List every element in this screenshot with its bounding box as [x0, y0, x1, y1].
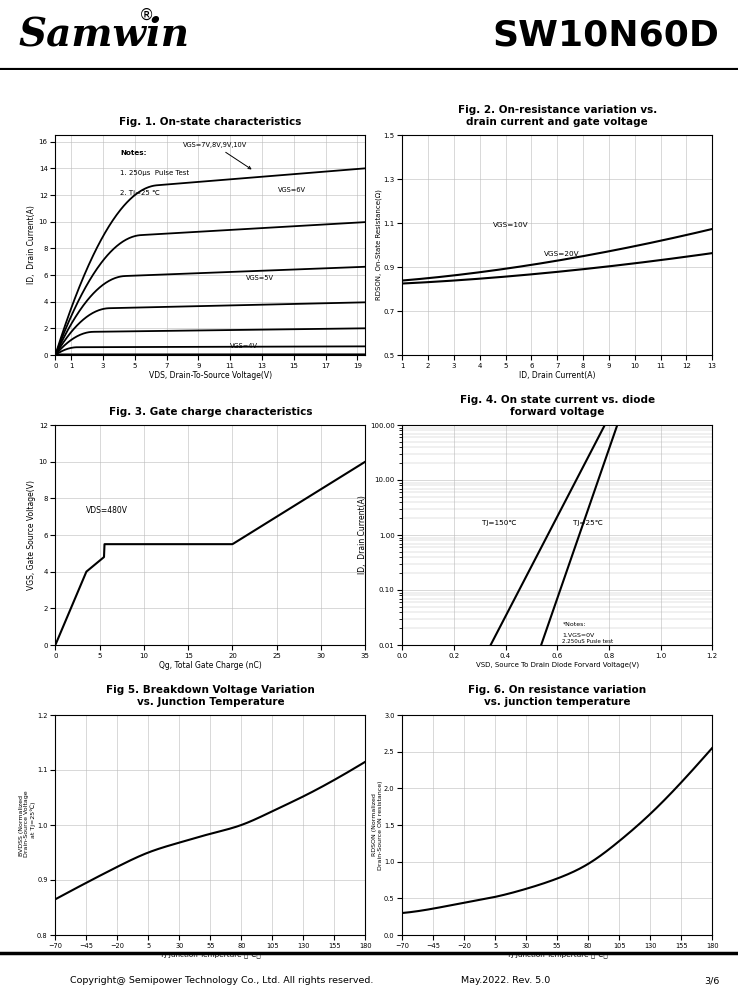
Y-axis label: ID,  Drain Current(A): ID, Drain Current(A): [358, 496, 367, 574]
Text: Samwin: Samwin: [18, 16, 190, 54]
Text: VGS=4V: VGS=4V: [230, 343, 258, 349]
Text: VGS=5V: VGS=5V: [246, 275, 274, 281]
Y-axis label: ID,  Drain Current(A): ID, Drain Current(A): [27, 206, 36, 284]
Text: VGS=6V: VGS=6V: [278, 187, 306, 193]
Text: SW10N60D: SW10N60D: [493, 18, 720, 52]
X-axis label: Qg, Total Gate Charge (nC): Qg, Total Gate Charge (nC): [159, 661, 262, 670]
Text: May.2022. Rev. 5.0: May.2022. Rev. 5.0: [461, 976, 550, 985]
Text: 2.250uS Pusle test: 2.250uS Pusle test: [562, 639, 613, 644]
Text: 3/6: 3/6: [704, 976, 720, 985]
Text: Fig. 6. On resistance variation: Fig. 6. On resistance variation: [468, 685, 646, 695]
Text: vs. Junction Temperature: vs. Junction Temperature: [137, 697, 284, 707]
Text: ®: ®: [139, 8, 154, 23]
Text: drain current and gate voltage: drain current and gate voltage: [466, 117, 648, 127]
Y-axis label: VGS, Gate Source Voltage(V): VGS, Gate Source Voltage(V): [27, 480, 36, 590]
Y-axis label: RDSON (Normalized
Drain-Source ON resistance): RDSON (Normalized Drain-Source ON resist…: [372, 780, 382, 870]
Text: VGS=7V,8V,9V,10V: VGS=7V,8V,9V,10V: [182, 142, 251, 169]
Text: forward voltage: forward voltage: [510, 407, 604, 417]
Text: VGS=20V: VGS=20V: [545, 251, 580, 257]
Text: *Notes:: *Notes:: [562, 622, 586, 627]
X-axis label: VSD, Source To Drain Diode Forvard Voltage(V): VSD, Source To Drain Diode Forvard Volta…: [475, 661, 639, 668]
Text: Tj=150℃: Tj=150℃: [483, 520, 517, 526]
X-axis label: TJ Junction Temperture （℃）: TJ Junction Temperture （℃）: [160, 951, 261, 958]
Text: Fig 5. Breakdown Voltage Variation: Fig 5. Breakdown Voltage Variation: [106, 685, 314, 695]
Y-axis label: RDSON, On-State Resistance(Ω): RDSON, On-State Resistance(Ω): [376, 190, 382, 300]
Text: Fig. 2. On-resistance variation vs.: Fig. 2. On-resistance variation vs.: [458, 105, 657, 115]
Text: Fig. 4. On state current vs. diode: Fig. 4. On state current vs. diode: [460, 395, 655, 405]
Text: Notes:: Notes:: [120, 150, 147, 156]
X-axis label: TJ Junction Temperture （℃）: TJ Junction Temperture （℃）: [507, 951, 607, 958]
Text: Tj=25℃: Tj=25℃: [573, 520, 602, 526]
Text: 1.VGS=0V: 1.VGS=0V: [562, 633, 595, 638]
X-axis label: ID, Drain Current(A): ID, Drain Current(A): [519, 371, 596, 380]
X-axis label: VDS, Drain-To-Source Voltage(V): VDS, Drain-To-Source Voltage(V): [149, 371, 272, 380]
Y-axis label: BVDSS (Normalized
 Drain-Source Voltage
     at Tj=25℃): BVDSS (Normalized Drain-Source Voltage a…: [18, 791, 35, 859]
Text: 2. Tj=25 ℃: 2. Tj=25 ℃: [120, 190, 160, 196]
Text: VGS=10V: VGS=10V: [493, 222, 528, 228]
Text: 1. 250μs  Pulse Test: 1. 250μs Pulse Test: [120, 170, 190, 176]
Text: Fig. 1. On-state characteristics: Fig. 1. On-state characteristics: [119, 117, 302, 127]
Text: Fig. 3. Gate charge characteristics: Fig. 3. Gate charge characteristics: [108, 407, 312, 417]
Text: vs. junction temperature: vs. junction temperature: [484, 697, 630, 707]
Text: VDS=480V: VDS=480V: [86, 506, 128, 515]
Text: Copyright@ Semipower Technology Co., Ltd. All rights reserved.: Copyright@ Semipower Technology Co., Ltd…: [69, 976, 373, 985]
